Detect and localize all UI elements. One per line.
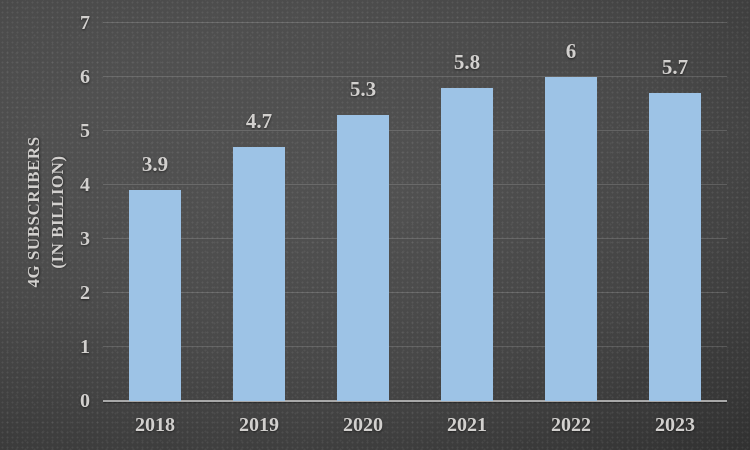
bars-container: 3.9 4.7 5.3 5.8 6 5.7 [103, 23, 727, 401]
gridline-y3 [103, 238, 727, 239]
bar-slot-2022: 6 [519, 23, 623, 401]
gridline-y5 [103, 130, 727, 131]
x-category-label-2018: 2018 [135, 414, 175, 436]
x-category-label-2020: 2020 [343, 414, 383, 436]
bar-value-label-2022: 6 [565, 39, 577, 63]
x-category-label-2023: 2023 [655, 414, 695, 436]
bar-value-label-2020: 5.3 [349, 76, 377, 101]
y-tick-label-3: 3 [80, 228, 90, 250]
x-axis-category-labels: 2018 2019 2020 2021 2022 2023 [103, 408, 727, 437]
bar-value-label-2021: 5.8 [453, 49, 481, 74]
y-tick-label-0: 0 [80, 390, 90, 412]
bar-2019 [233, 147, 285, 401]
gridline-y7 [103, 22, 727, 23]
x-axis-line [103, 400, 727, 402]
bar-2020 [337, 114, 389, 401]
bar-value-label-2019: 4.7 [245, 109, 273, 134]
bar-2023 [649, 93, 701, 401]
y-tick-label-2: 2 [80, 282, 90, 304]
bar-2022 [545, 77, 597, 401]
bar-2021 [441, 87, 493, 401]
y-axis-tick-labels: 0 1 2 3 4 5 6 7 [0, 13, 90, 411]
bar-slot-2018: 3.9 [103, 23, 207, 401]
bar-slot-2021: 5.8 [415, 23, 519, 401]
gridline-y1 [103, 346, 727, 347]
x-category-label-2019: 2019 [239, 414, 279, 436]
gridline-y2 [103, 292, 727, 293]
x-category-label-2022: 2022 [551, 414, 591, 436]
bar-2018 [129, 190, 181, 401]
plot-area: 3.9 4.7 5.3 5.8 6 5.7 [103, 22, 727, 402]
bar-slot-2023: 5.7 [623, 23, 727, 401]
bar-value-label-2018: 3.9 [141, 152, 169, 177]
gridline-y4 [103, 184, 727, 185]
bar-slot-2019: 4.7 [207, 23, 311, 401]
x-category-label-2021: 2021 [447, 414, 487, 436]
y-tick-label-7: 7 [80, 12, 90, 34]
bar-value-label-2023: 5.7 [661, 55, 689, 80]
y-tick-label-5: 5 [80, 120, 90, 142]
y-tick-label-1: 1 [80, 336, 90, 358]
bar-slot-2020: 5.3 [311, 23, 415, 401]
y-tick-label-6: 6 [80, 66, 90, 88]
y-tick-label-4: 4 [80, 174, 90, 196]
gridline-y6 [103, 76, 727, 77]
